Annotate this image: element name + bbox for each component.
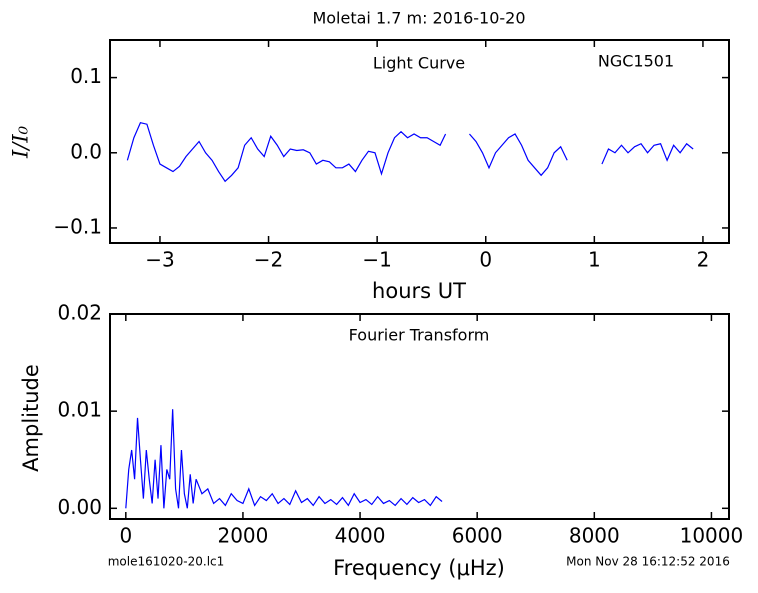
x-tick-label: −2 <box>254 248 283 272</box>
data-line <box>125 409 443 509</box>
y-tick-label: 0.0 <box>70 139 102 163</box>
x-tick-label: 0 <box>119 524 132 548</box>
x-tick-label: 4000 <box>335 524 386 548</box>
footer-left: mole161020-20.lc1 <box>108 555 225 569</box>
y-tick-label: 0.01 <box>57 398 102 422</box>
x-tick-label: −1 <box>362 248 391 272</box>
annotation: Fourier Transform <box>349 326 490 345</box>
y-tick-label: 0.1 <box>70 64 102 88</box>
x-axis-label: Frequency (μHz) <box>333 556 505 580</box>
figure-title: Moletai 1.7 m: 2016-10-20 <box>312 9 525 28</box>
x-tick-label: 2 <box>697 248 710 272</box>
x-axis-label: hours UT <box>372 279 466 303</box>
x-tick-label: 1 <box>588 248 601 272</box>
x-tick-label: 6000 <box>452 524 503 548</box>
y-axis-label: I/I₀ <box>9 125 33 159</box>
annotation: Light Curve <box>373 54 465 73</box>
plot-frame <box>109 39 730 244</box>
x-tick-label: 0 <box>479 248 492 272</box>
footer-right: Mon Nov 28 16:12:52 2016 <box>566 555 730 569</box>
x-tick-label: 2000 <box>217 524 268 548</box>
y-tick-label: −0.1 <box>53 214 102 238</box>
data-line <box>126 122 694 183</box>
x-tick-label: 10000 <box>680 524 744 548</box>
y-tick-label: 0.02 <box>57 301 102 325</box>
x-tick-label: 8000 <box>569 524 620 548</box>
y-axis-label: Amplitude <box>19 364 43 472</box>
x-tick-label: −3 <box>145 248 174 272</box>
y-tick-label: 0.00 <box>57 495 102 519</box>
plot-frame <box>109 313 730 520</box>
annotation: NGC1501 <box>598 52 674 71</box>
